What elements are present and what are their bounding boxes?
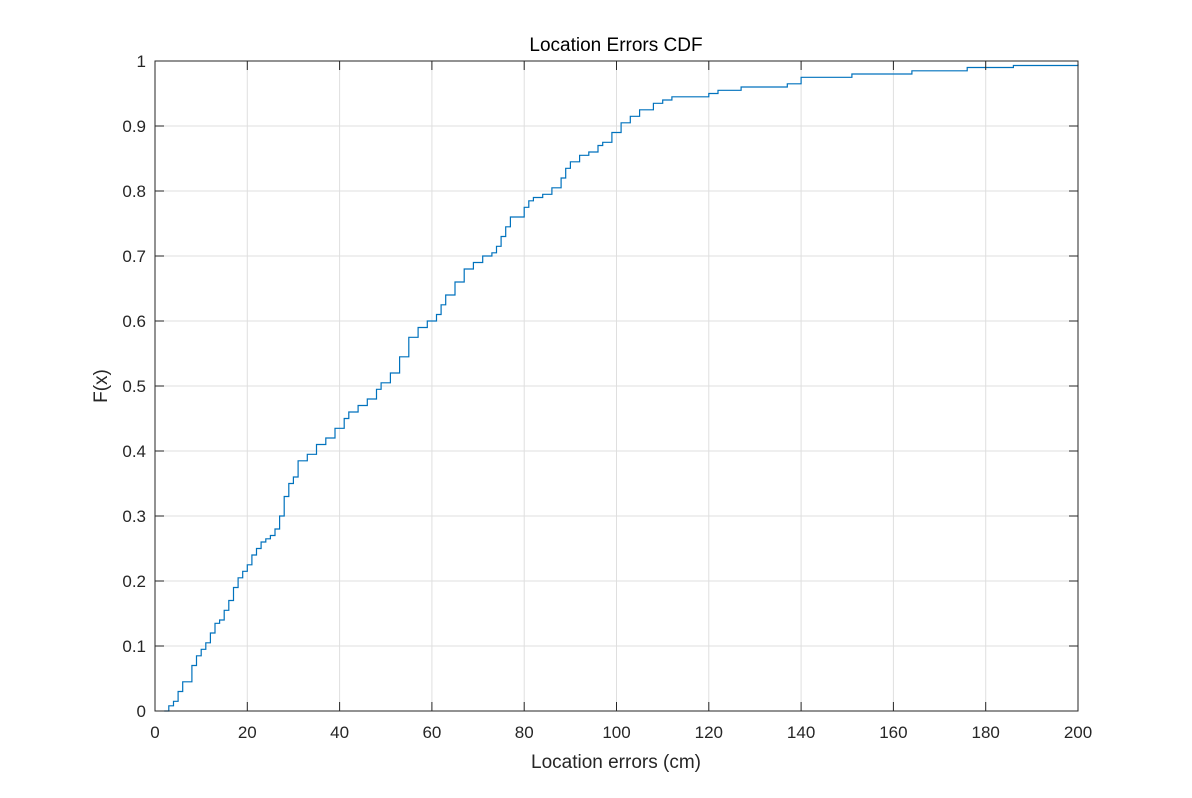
- y-tick-labels: 0 0.1 0.2 0.3 0.4 0.5 0.6 0.7 0.8 0.9 1: [122, 52, 146, 721]
- x-axis-label: Location errors (cm): [531, 752, 701, 773]
- x-tick-label: 100: [602, 723, 630, 742]
- grid: [155, 61, 1078, 711]
- y-tick-label: 0.1: [122, 637, 146, 656]
- x-tick-label: 80: [515, 723, 534, 742]
- x-tick-labels: 0 20 40 60 80 100 120 140 160 180 200: [150, 723, 1092, 742]
- x-tick-label: 200: [1064, 723, 1092, 742]
- chart-title: Location Errors CDF: [529, 35, 702, 56]
- y-tick-label: 0.5: [122, 377, 146, 396]
- y-tick-label: 0.9: [122, 117, 146, 136]
- y-tick-label: 0.8: [122, 182, 146, 201]
- ticks: [154, 60, 1079, 712]
- x-tick-label: 20: [238, 723, 257, 742]
- x-tick-label: 0: [150, 723, 159, 742]
- x-tick-label: 180: [972, 723, 1000, 742]
- series-layer: [164, 64, 1079, 712]
- y-tick-label: 0.7: [122, 247, 146, 266]
- y-tick-label: 0: [137, 702, 146, 721]
- y-tick-label: 0.6: [122, 312, 146, 331]
- x-tick-label: 160: [879, 723, 907, 742]
- y-tick-label: 0.2: [122, 572, 146, 591]
- x-tick-label: 40: [330, 723, 349, 742]
- y-tick-label: 0.4: [122, 442, 146, 461]
- x-tick-label: 120: [695, 723, 723, 742]
- y-tick-label: 0.3: [122, 507, 146, 526]
- x-tick-label: 140: [787, 723, 815, 742]
- cdf-series-line: [164, 64, 1079, 712]
- y-tick-label: 1: [137, 52, 146, 71]
- x-tick-label: 60: [422, 723, 441, 742]
- y-axis-label: F(x): [91, 369, 112, 403]
